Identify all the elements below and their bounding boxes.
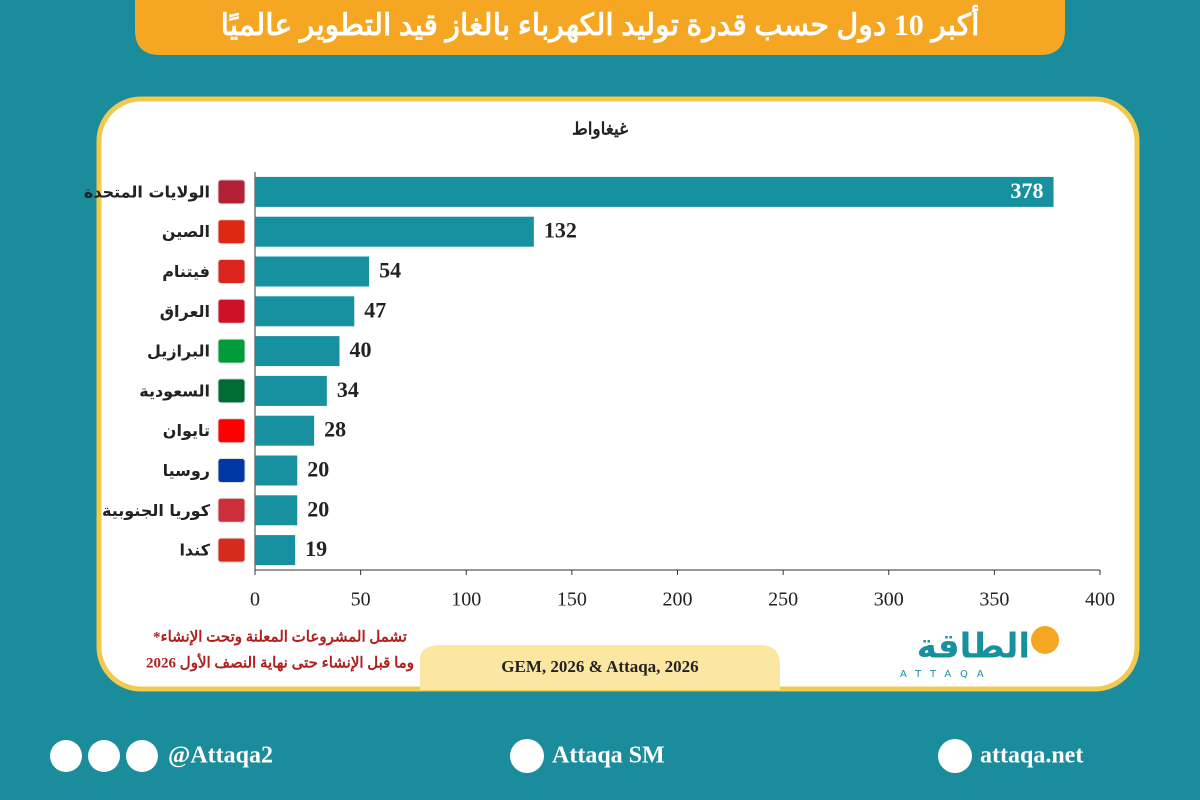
value-label: 34 [337,377,359,402]
y-tick-label: كوريا الجنوبية [102,501,211,520]
value-label: 54 [379,258,401,283]
value-label: 28 [324,417,346,442]
bar [255,216,534,247]
y-tick-label: الولايات المتحدة [84,182,210,201]
x-tick-label: 300 [874,589,904,611]
x-tick-label: 50 [351,589,371,611]
source-pill [420,645,780,690]
unit-label: غيغاواط [572,119,628,139]
x-tick-label: 350 [979,589,1009,611]
icon-facebook[interactable] [126,740,158,772]
value-label: 20 [307,496,329,521]
y-tick-label: فيتنام [162,262,210,281]
bar [255,336,340,367]
icon-x[interactable] [50,740,82,772]
icon-instagram[interactable] [88,740,120,772]
bar [255,375,327,406]
footer: @Attaqa2 Attaqa SM attaqa.net [50,739,1083,773]
logo-drop [1031,626,1059,654]
flag [217,298,246,324]
bar [255,455,298,486]
value-label: 40 [350,337,372,362]
bar [255,296,355,327]
flag [217,418,246,444]
x-tick-label: 250 [768,589,798,611]
y-tick-label: روسيا [163,461,210,480]
youtube-handle[interactable]: Attaqa SM [552,743,665,769]
flag [217,378,246,404]
x-tick-label: 150 [557,589,587,611]
flag [217,259,246,284]
footnote: *تشمل المشروعات المعلنة وتحت الإنشاء [153,629,407,645]
flag [217,338,246,364]
footnote: وما قبل الإنشاء حتى نهاية النصف الأول 20… [146,652,414,671]
logo: الطاقة [917,627,1030,667]
x-tick-label: 0 [250,589,260,611]
flag [217,497,246,523]
value-label: 378 [1011,178,1044,203]
x-tick-label: 400 [1085,589,1115,611]
flag [217,537,246,563]
value-label: 132 [544,218,577,243]
value-label: 19 [305,536,327,561]
value-label: 47 [364,297,386,322]
bar [255,176,1054,207]
x-tick-label: 200 [663,589,693,611]
website[interactable]: attaqa.net [980,743,1083,769]
social-handle[interactable]: @Attaqa2 [168,743,273,769]
bar [255,256,370,287]
logo-latin: ATTAQA [900,669,993,680]
y-tick-label: الصين [162,222,210,241]
bar [255,535,296,566]
y-tick-label: البرازيل [147,342,210,361]
flag [217,219,246,245]
title-banner [135,0,1065,55]
value-label: 20 [307,457,329,482]
source: GEM, 2026 & Attaqa, 2026 [501,657,698,676]
x-tick-label: 100 [451,589,481,611]
bar [255,415,315,446]
y-tick-label: السعودية [139,381,210,400]
y-tick-label: العراق [160,302,210,321]
y-tick-label: تايوان [163,421,210,440]
flag [217,458,246,483]
y-tick-label: كندا [179,541,210,560]
flag [217,179,246,205]
icon-youtube[interactable] [510,739,544,773]
chart-title: أكبر 10 دول حسب قدرة توليد الكهرباء بالغ… [221,4,980,43]
icon-web[interactable] [938,739,972,773]
bar [255,495,298,526]
